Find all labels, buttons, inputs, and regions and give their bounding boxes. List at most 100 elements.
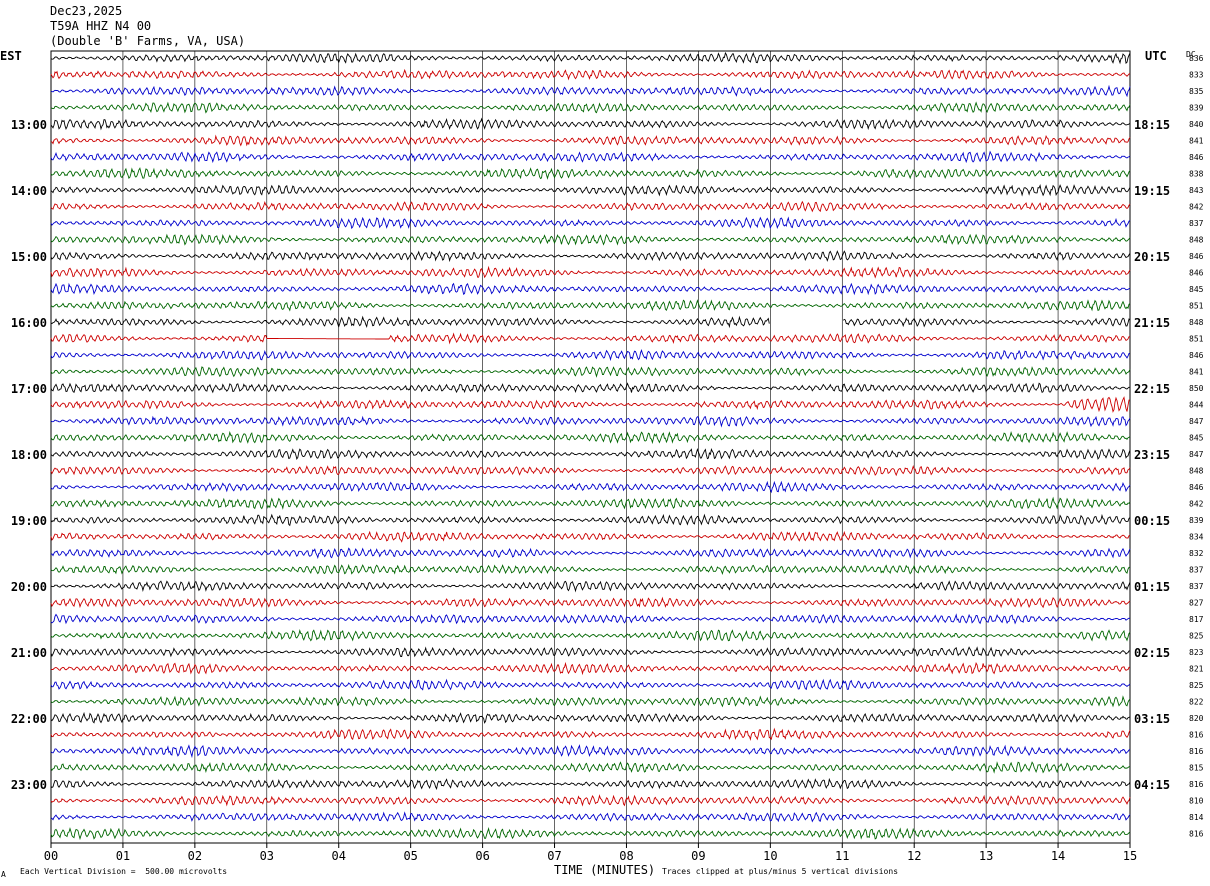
dc-offset-label: 821 [1189, 665, 1204, 674]
x-tick-label: 04 [332, 849, 346, 863]
trace-line [50, 530, 1131, 543]
dc-offset-label: 839 [1189, 516, 1204, 525]
dc-offset-label: 825 [1189, 681, 1204, 690]
trace-line [50, 382, 1131, 394]
left-hour-label: 20:00 [11, 580, 47, 594]
trace-line [50, 678, 1131, 691]
trace-line [50, 794, 1131, 807]
dc-offset-label: 843 [1189, 186, 1204, 195]
trace-line [50, 447, 1131, 460]
scale-note: Each Vertical Division = 500.00 microvol… [20, 867, 228, 876]
right-hour-label: 19:15 [1134, 184, 1170, 198]
left-hour-label: 13:00 [11, 118, 47, 132]
left-hour-label: 14:00 [11, 184, 47, 198]
corner-mark: A [1, 870, 6, 879]
right-hour-label: 20:15 [1134, 250, 1170, 264]
dc-offset-label: 851 [1189, 335, 1204, 344]
x-tick-label: 13 [979, 849, 993, 863]
dc-offset-label: 817 [1189, 615, 1204, 624]
station-location: (Double 'B' Farms, VA, USA) [50, 34, 246, 48]
trace-line [50, 250, 1131, 263]
x-tick-label: 08 [619, 849, 633, 863]
dc-offset-label: 816 [1189, 731, 1204, 740]
left-hour-label: 22:00 [11, 712, 47, 726]
dc-offset-label: 845 [1189, 434, 1204, 443]
x-tick-label: 02 [188, 849, 202, 863]
dc-column-header: DC [1186, 50, 1196, 59]
dc-offset-label: 848 [1189, 467, 1204, 476]
dc-offset-label: 842 [1189, 203, 1204, 212]
dc-offset-label: 846 [1189, 269, 1204, 278]
dc-offset-label: 846 [1189, 252, 1204, 261]
dc-offset-label: 816 [1189, 780, 1204, 789]
trace-line [50, 661, 1131, 676]
dc-offset-label: 850 [1189, 384, 1204, 393]
dc-offset-label: 832 [1189, 549, 1204, 558]
x-tick-label: 14 [1051, 849, 1065, 863]
trace-line [50, 646, 1130, 658]
trace-line [50, 430, 1131, 445]
x-tick-label: 00 [44, 849, 58, 863]
left-hour-label: 21:00 [11, 646, 47, 660]
dc-offset-label: 838 [1189, 170, 1204, 179]
dc-offset-label: 846 [1189, 483, 1204, 492]
right-hour-label: 18:15 [1134, 118, 1170, 132]
left-hour-label: 16:00 [11, 316, 47, 330]
dc-offset-label: 841 [1189, 368, 1204, 377]
x-tick-label: 03 [260, 849, 274, 863]
trace-line [50, 827, 1131, 841]
dc-offset-label: 841 [1189, 137, 1204, 146]
trace-line [50, 761, 1131, 774]
x-tick-label: 09 [691, 849, 705, 863]
left-hour-label: 17:00 [11, 382, 47, 396]
x-tick-label: 11 [835, 849, 849, 863]
dc-offset-label: 837 [1189, 566, 1204, 575]
right-hour-label: 03:15 [1134, 712, 1170, 726]
trace-line [50, 744, 1131, 759]
dc-offset-label: 834 [1189, 533, 1204, 542]
trace-line [50, 84, 1131, 98]
trace-line [50, 233, 1131, 246]
x-tick-label: 05 [403, 849, 417, 863]
dc-offset-label: 848 [1189, 236, 1204, 245]
x-tick-label: 07 [547, 849, 561, 863]
right-hour-label: 23:15 [1134, 448, 1170, 462]
right-timezone-label: UTC [1145, 49, 1167, 63]
dc-offset-label: 820 [1189, 714, 1204, 723]
dc-offset-label: 851 [1189, 302, 1204, 311]
x-tick-label: 06 [475, 849, 489, 863]
x-tick-label: 15 [1123, 849, 1137, 863]
left-timezone-label: EST [0, 49, 22, 63]
left-hour-label: 19:00 [11, 514, 47, 528]
dc-offset-label: 846 [1189, 351, 1204, 360]
station-code: T59A HHZ N4 00 [50, 19, 152, 33]
dc-offset-label: 840 [1189, 120, 1204, 129]
dc-offset-label: 810 [1189, 797, 1204, 806]
trace-line [50, 366, 1131, 378]
trace-line [50, 777, 1131, 790]
dc-offset-label: 846 [1189, 153, 1204, 162]
right-hour-label: 21:15 [1134, 316, 1170, 330]
clip-note: Traces clipped at plus/minus 5 vertical … [662, 867, 899, 876]
trace-line [50, 68, 1131, 81]
trace-line [50, 332, 1131, 345]
x-tick-label: 01 [116, 849, 130, 863]
dc-offset-label: 827 [1189, 599, 1204, 608]
dc-offset-label: 814 [1189, 813, 1204, 822]
trace-line [50, 628, 1131, 642]
trace-line [50, 167, 1131, 180]
trace-line [50, 596, 1131, 609]
trace-line [50, 183, 1131, 197]
trace-line [50, 216, 1131, 230]
dc-offset-label: 836 [1189, 54, 1204, 63]
right-hour-label: 04:15 [1134, 778, 1170, 792]
plot-date: Dec23,2025 [50, 4, 123, 18]
trace-line [50, 496, 1131, 510]
right-hour-label: 01:15 [1134, 580, 1170, 594]
trace-line [50, 51, 1131, 65]
dc-offset-label: 845 [1189, 285, 1204, 294]
trace-line [50, 513, 1131, 527]
dc-offset-label: 844 [1189, 401, 1204, 410]
plot-frame [50, 50, 1131, 844]
